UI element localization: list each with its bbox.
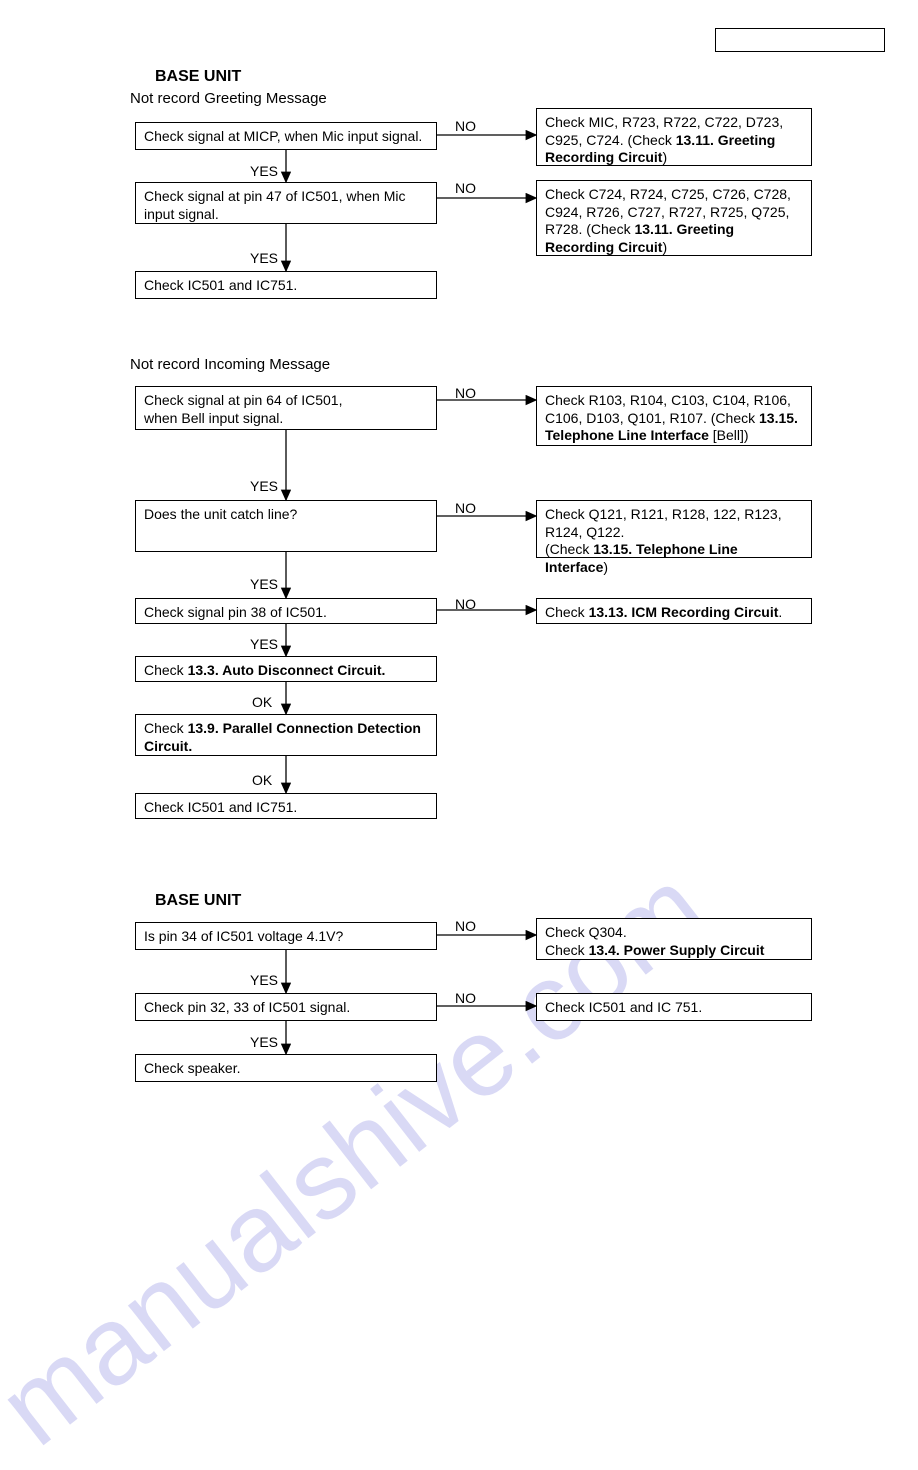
box-r5: Check 13.13. ICM Recording Circuit.: [536, 598, 812, 624]
box-a2: Check signal at pin 47 of IC501, when Mi…: [135, 182, 437, 224]
corner-box: [715, 28, 885, 52]
box-b1: Check signal at pin 64 of IC501, when Be…: [135, 386, 437, 430]
box-b3: Check signal pin 38 of IC501.: [135, 598, 437, 624]
box-r7: Check IC501 and IC 751.: [536, 993, 812, 1021]
label-yes: YES: [250, 576, 278, 592]
label-ok: OK: [252, 694, 272, 710]
label-yes: YES: [250, 636, 278, 652]
label-no: NO: [455, 180, 476, 196]
subheading-incoming: Not record Incoming Message: [130, 356, 330, 373]
label-yes: YES: [250, 1034, 278, 1050]
label-yes: YES: [250, 478, 278, 494]
label-no: NO: [455, 918, 476, 934]
label-ok: OK: [252, 772, 272, 788]
label-no: NO: [455, 596, 476, 612]
box-a1: Check signal at MICP, when Mic input sig…: [135, 122, 437, 150]
box-a3: Check IC501 and IC751.: [135, 271, 437, 299]
box-c3: Check speaker.: [135, 1054, 437, 1082]
label-yes: YES: [250, 972, 278, 988]
label-no: NO: [455, 385, 476, 401]
heading-base-unit-2: BASE UNIT: [155, 892, 241, 910]
heading-base-unit-1: BASE UNIT: [155, 68, 241, 86]
box-b6: Check IC501 and IC751.: [135, 793, 437, 819]
label-yes: YES: [250, 250, 278, 266]
box-c1: Is pin 34 of IC501 voltage 4.1V?: [135, 922, 437, 950]
label-no: NO: [455, 118, 476, 134]
label-yes: YES: [250, 163, 278, 179]
box-r2: Check C724, R724, C725, C726, C728, C924…: [536, 180, 812, 256]
box-c2: Check pin 32, 33 of IC501 signal.: [135, 993, 437, 1021]
box-r4: Check Q121, R121, R128, 122, R123, R124,…: [536, 500, 812, 558]
box-b5: Check 13.9. Parallel Connection Detectio…: [135, 714, 437, 756]
page-container: manualshive.com BASE UNIT Not record Gre…: [0, 0, 918, 1188]
box-r1: Check MIC, R723, R722, C722, D723, C925,…: [536, 108, 812, 166]
box-b2: Does the unit catch line?: [135, 500, 437, 552]
box-r6: Check Q304.Check 13.4. Power Supply Circ…: [536, 918, 812, 960]
label-no: NO: [455, 990, 476, 1006]
box-r3: Check R103, R104, C103, C104, R106, C106…: [536, 386, 812, 446]
label-no: NO: [455, 500, 476, 516]
box-b4: Check 13.3. Auto Disconnect Circuit.: [135, 656, 437, 682]
subheading-greeting: Not record Greeting Message: [130, 90, 327, 107]
